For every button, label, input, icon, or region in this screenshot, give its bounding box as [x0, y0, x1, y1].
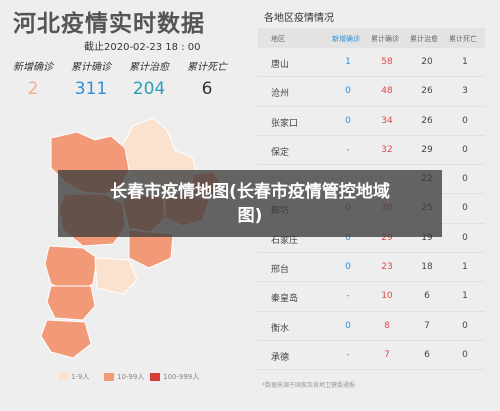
legend-swatch [150, 373, 160, 381]
row-total-confirmed: 8 [384, 320, 390, 331]
table-row[interactable]: 保定 - 32 29 0 [258, 136, 485, 166]
table-title: 各地区疫情情况 [264, 13, 334, 24]
region-xingtai[interactable] [46, 285, 96, 321]
row-region: 邢台 [271, 265, 290, 276]
header-total-confirmed[interactable]: 累计确诊 [371, 35, 399, 43]
legend-item: 100-999人 [150, 372, 199, 382]
row-total-deaths: 0 [462, 203, 468, 214]
stat-label: 累计死亡 [187, 62, 227, 73]
stat-label: 累计确诊 [71, 62, 111, 73]
header-total-deaths[interactable]: 累计死亡 [449, 35, 477, 43]
overlay-line-2: 图) [237, 205, 263, 226]
overlay-caption: 长春市疫情地图(长春市疫情管控地域 图) [110, 180, 390, 228]
row-total-confirmed: 58 [381, 57, 393, 67]
header-region: 地区 [271, 35, 285, 43]
row-total-cured: 6 [424, 349, 430, 360]
row-new-confirmed: 0 [345, 115, 351, 126]
page-title: 河北疫情实时数据 [13, 10, 205, 37]
row-new-confirmed: - [346, 349, 350, 360]
region-handan[interactable] [40, 319, 92, 359]
deadline-timestamp: 截止2020-02-23 18 : 00 [84, 42, 201, 53]
row-new-confirmed: 0 [345, 320, 351, 331]
table-header: 地区 新增确诊 累计确诊 累计治愈 累计死亡 [258, 28, 485, 48]
row-region: 秦皇岛 [271, 294, 299, 305]
legend-label: 10-99人 [117, 373, 145, 381]
row-total-deaths: 0 [462, 115, 468, 126]
row-region: 唐山 [271, 60, 290, 70]
table-row[interactable]: 沧州 0 48 26 3 [258, 77, 485, 107]
row-total-cured: 18 [421, 262, 433, 273]
overlay-banner: 长春市疫情地图(长春市疫情管控地域 图) [58, 170, 442, 237]
table-row[interactable]: 秦皇岛 - 10 6 1 [258, 282, 485, 312]
table-row[interactable]: 衡水 0 8 7 0 [258, 312, 485, 341]
row-region: 石家庄 [271, 235, 299, 246]
row-new-confirmed: 0 [345, 232, 351, 243]
row-region: 张家口 [271, 118, 299, 129]
stat-value: 2 [27, 79, 39, 99]
table-row[interactable]: 石家庄 0 29 19 0 [258, 224, 485, 254]
row-total-cured: 29 [421, 144, 433, 155]
stat-total-confirmed: 累计确诊 311 [62, 58, 120, 99]
row-total-confirmed: 48 [381, 86, 393, 97]
row-total-cured: 19 [421, 232, 433, 243]
row-new-confirmed: 1 [345, 57, 351, 67]
row-new-confirmed: 0 [345, 86, 351, 97]
row-region: 衡水 [271, 323, 290, 334]
row-new-confirmed: - [346, 291, 350, 302]
row-total-cured: 26 [421, 86, 433, 97]
row-total-deaths: 3 [462, 86, 468, 97]
row-new-confirmed: - [346, 144, 350, 155]
row-total-deaths: 0 [462, 174, 468, 185]
stat-total-cured: 累计治愈 204 [120, 58, 178, 99]
summary-stats: 新增确诊 2 累计确诊 311 累计治愈 204 累计死亡 6 [0, 58, 238, 102]
row-total-deaths: 0 [462, 232, 468, 243]
legend-item: 1-9人 [58, 372, 89, 382]
row-total-cured: 7 [424, 320, 430, 331]
stat-total-deaths: 累计死亡 6 [178, 58, 236, 99]
legend-swatch [104, 373, 114, 381]
row-total-confirmed: 29 [381, 232, 393, 243]
stat-value: 6 [201, 79, 213, 99]
header-new-confirmed[interactable]: 新增确诊 [332, 35, 360, 43]
region-hengshui[interactable] [94, 257, 138, 295]
legend-swatch [58, 373, 68, 381]
table-row[interactable]: 承德 - 7 6 0 [258, 341, 485, 371]
stat-label: 新增确诊 [13, 62, 53, 73]
row-total-confirmed: 34 [381, 115, 393, 126]
row-region: 保定 [271, 147, 290, 158]
row-region: 沧州 [271, 89, 290, 100]
row-total-deaths: 0 [462, 349, 468, 360]
row-total-deaths: 1 [462, 262, 468, 273]
row-total-deaths: 0 [462, 144, 468, 155]
row-region: 承德 [271, 352, 290, 363]
stat-label: 累计治愈 [129, 62, 169, 73]
overlay-line-1: 长春市疫情地图(长春市疫情管控地域 [110, 181, 390, 202]
row-total-confirmed: 32 [381, 144, 393, 155]
row-total-cured: 20 [421, 57, 433, 67]
row-total-deaths: 0 [462, 320, 468, 331]
legend-item: 10-99人 [104, 372, 144, 382]
row-total-deaths: 1 [462, 291, 468, 302]
source-note: *数据来源于国家及各地卫健委通报 [262, 382, 356, 389]
row-total-cured: 6 [424, 291, 430, 302]
row-total-cured: 26 [421, 115, 433, 126]
stat-new-confirmed: 新增确诊 2 [4, 58, 62, 99]
stat-value: 204 [132, 79, 166, 99]
stat-value: 311 [74, 79, 108, 99]
row-new-confirmed: 0 [345, 262, 351, 273]
header-total-cured[interactable]: 累计治愈 [410, 35, 438, 43]
table-row[interactable]: 邢台 0 23 18 1 [258, 253, 485, 283]
row-total-confirmed: 23 [381, 262, 393, 273]
table-row[interactable]: 张家口 0 34 26 0 [258, 107, 485, 136]
row-total-confirmed: 7 [384, 349, 390, 360]
legend-label: 100-999人 [163, 373, 200, 381]
table-row[interactable]: 唐山 1 58 20 1 [258, 48, 485, 78]
legend-label: 1-9人 [71, 373, 90, 381]
row-total-confirmed: 10 [381, 291, 393, 302]
row-total-deaths: 1 [462, 57, 468, 67]
